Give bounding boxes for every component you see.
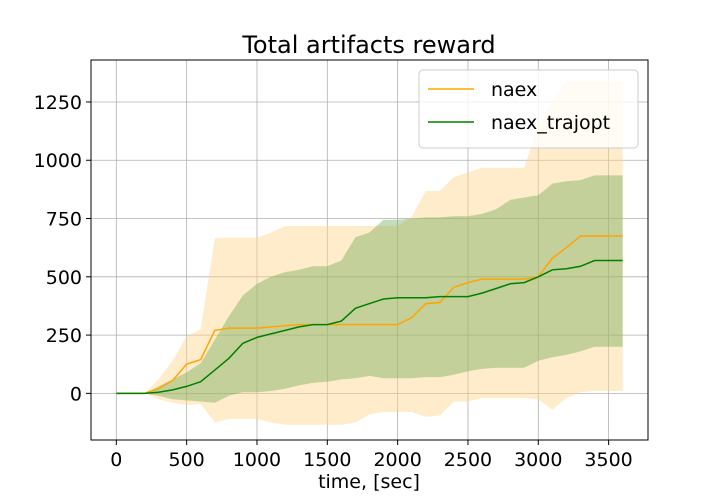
y-tick-label: 0 [70,383,82,405]
x-tick-label: 3000 [514,449,562,471]
y-axis-ticks: 0 250 500 750 1000 1250 [34,92,91,405]
x-tick-label: 3500 [584,449,632,471]
series-lines [116,235,623,395]
y-tick-label: 750 [46,209,82,231]
band-naex-trajopt [116,175,623,403]
confidence-bands [116,81,623,425]
x-tick-label: 1500 [303,449,351,471]
x-tick-label: 0 [110,449,122,471]
y-tick-label: 250 [46,325,82,347]
x-axis-label: time, [sec] [318,471,420,493]
series-line-naex [116,235,623,395]
x-tick-label: 2500 [444,449,492,471]
series-line-naex-trajopt [116,259,623,395]
plot-frame [90,59,649,441]
band-naex [116,81,623,425]
y-tick-label: 1000 [34,150,82,172]
legend-label-naex-trajopt: naex_trajopt [491,112,610,134]
y-tick-label: 1250 [34,92,82,114]
x-tick-label: 1000 [233,449,281,471]
legend: naex naex_trajopt [418,69,639,149]
x-tick-label: 2000 [373,449,421,471]
x-axis-ticks: 0 500 1000 1500 2000 2500 3000 3500 [110,440,633,471]
y-tick-label: 500 [46,267,82,289]
legend-label-naex: naex [491,79,537,101]
chart-title: Total artifacts reward [241,31,495,59]
x-tick-label: 500 [169,449,205,471]
